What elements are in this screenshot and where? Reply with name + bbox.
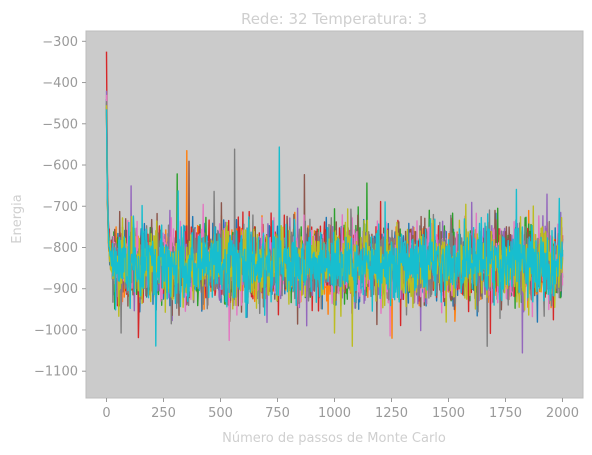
x-axis-label: Número de passos de Monte Carlo [222,431,446,446]
y-axis-label: Energia [10,194,25,243]
x-tick-label: 2000 [546,406,579,421]
y-tick-label: −1100 [34,365,78,380]
x-tick-label: 0 [102,406,110,421]
y-tick-label: −1000 [34,323,78,338]
x-tick-label: 250 [151,406,176,421]
x-tick-label: 1000 [318,406,351,421]
x-tick-label: 1750 [489,406,522,421]
x-tick-label: 500 [208,406,233,421]
series-line-10 [105,109,564,347]
y-tick-label: −400 [42,76,78,91]
x-tick-label: 750 [265,406,290,421]
axes-layer: 0 250 500 750 1000 1250 1500 1750 2000 −300 −400 −5… [34,30,584,421]
x-tick-label: 1500 [432,406,465,421]
y-tick-label: −300 [42,35,78,50]
chart-title: Rede: 32 Temperatura: 3 [241,10,427,28]
y-tick-label: −900 [42,282,78,297]
y-tick-label: −800 [42,241,78,256]
y-tick-label: −600 [42,159,78,174]
series-layer [105,51,564,354]
x-tick-label: 1250 [375,406,408,421]
y-tick-label: −500 [42,117,78,132]
y-tick-label: −700 [42,200,78,215]
